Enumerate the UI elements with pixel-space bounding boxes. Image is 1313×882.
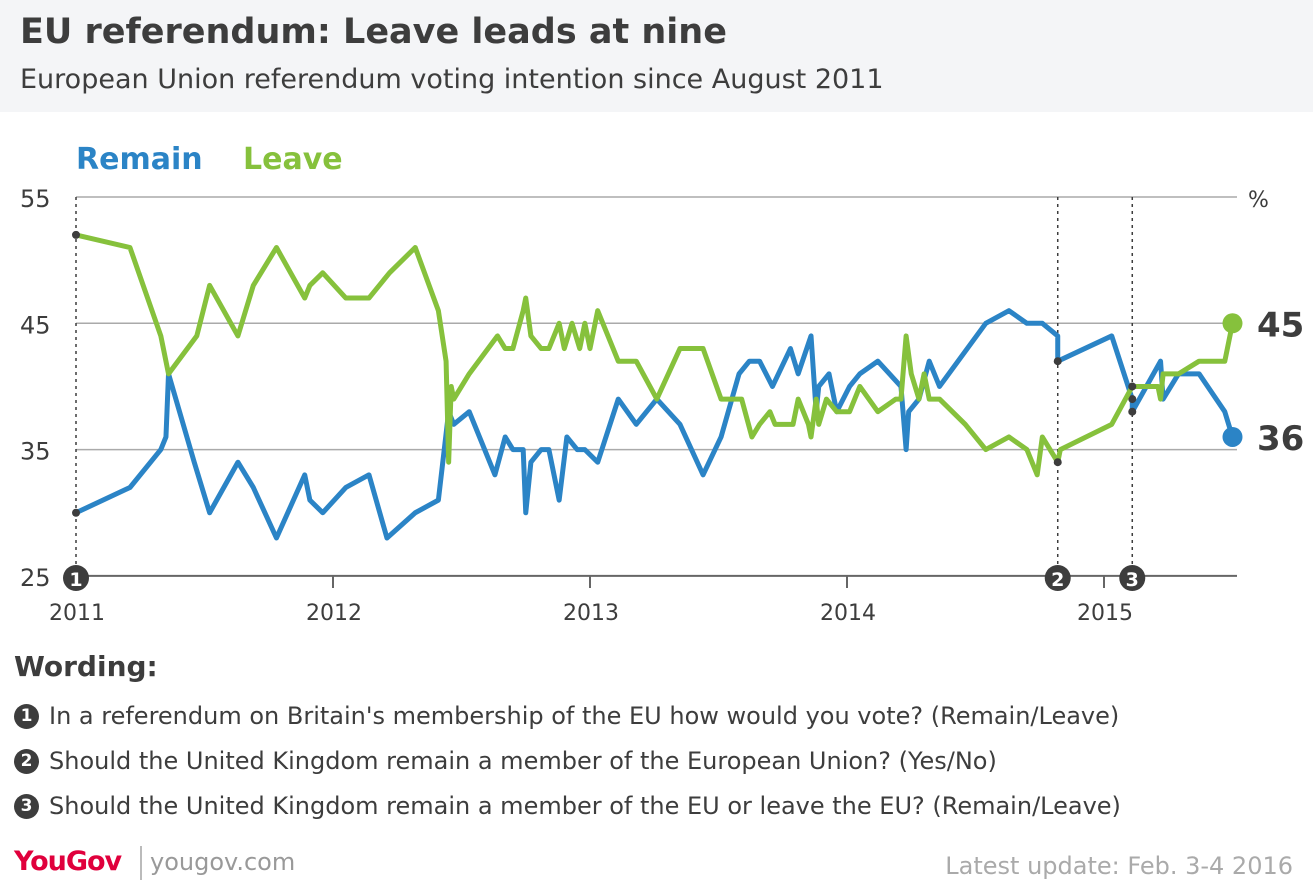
- note-number: 1: [14, 703, 39, 729]
- marker-label: 2: [1051, 569, 1064, 591]
- end-label-leave: 45: [1257, 305, 1304, 345]
- x-tick-label: 2012: [306, 601, 362, 626]
- note-text: Should the United Kingdom remain a membe…: [49, 792, 1121, 820]
- wording-note-1: 1 In a referendum on Britain's membership…: [14, 702, 1119, 730]
- y-tick-label: 35: [20, 438, 51, 466]
- series-line-remain: [74, 308, 1235, 541]
- x-tick-label: 2014: [820, 601, 876, 626]
- chart-subtitle: European Union referendum voting intenti…: [20, 64, 884, 95]
- header: EU referendum: Leave leads at nine Europ…: [0, 0, 1313, 112]
- wording-change-dot: [72, 508, 80, 517]
- x-tick-label: 2015: [1077, 601, 1133, 626]
- note-text: In a referendum on Britain's membership …: [49, 702, 1120, 730]
- wording-change-dot: [1128, 407, 1137, 416]
- marker-badge: [1044, 565, 1071, 591]
- wording-title: Wording:: [14, 650, 158, 683]
- wording-change-dot: [72, 230, 80, 239]
- y-tick-label: 45: [20, 311, 51, 339]
- x-tick-label: 2011: [49, 601, 105, 626]
- y-tick-label: 25: [20, 564, 51, 592]
- marker-label: 1: [69, 569, 82, 591]
- wording-change-dot: [1053, 458, 1062, 467]
- wording-note-3: 3 Should the United Kingdom remain a memb…: [14, 792, 1121, 820]
- wording-change-dot: [1128, 395, 1137, 404]
- latest-update: Latest update: Feb. 3-4 2016: [945, 852, 1293, 880]
- line-chart: 55 45 35 25% 2011 2012 2013 2014 2015 1 2 3 36 45: [20, 185, 1304, 626]
- legend-leave: Leave: [243, 142, 343, 177]
- wording-change-dot: [1128, 382, 1137, 391]
- series-line-leave: [75, 232, 1235, 478]
- y-tick-label: 55: [20, 185, 51, 213]
- site-link[interactable]: yougov.com: [150, 848, 296, 876]
- note-text: Should the United Kingdom remain a membe…: [49, 747, 997, 775]
- wording-note-2: 2 Should the United Kingdom remain a memb…: [14, 747, 997, 775]
- end-label-remain: 36: [1257, 419, 1304, 459]
- note-number: 3: [14, 793, 39, 819]
- marker-badge: [63, 565, 89, 591]
- legend-remain: Remain: [76, 142, 203, 177]
- wording-change-dot: [1053, 357, 1062, 366]
- yougov-logo: YouGov: [14, 846, 122, 877]
- divider: [140, 846, 142, 880]
- x-tick-label: 2013: [563, 601, 619, 626]
- chart-title: EU referendum: Leave leads at nine: [20, 12, 727, 52]
- end-point-leave: [1222, 313, 1243, 334]
- marker-label: 3: [1126, 569, 1139, 591]
- marker-badge: [1119, 565, 1146, 591]
- note-number: 2: [14, 748, 39, 774]
- end-point-remain: [1222, 426, 1243, 447]
- y-unit-label: %: [1248, 188, 1269, 213]
